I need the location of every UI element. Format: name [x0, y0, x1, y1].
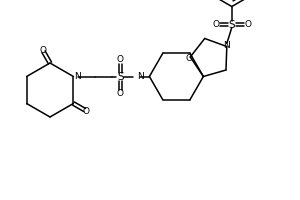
Text: S: S [117, 72, 124, 82]
Text: O: O [117, 89, 124, 98]
Text: N: N [137, 72, 144, 81]
Text: O: O [82, 107, 89, 116]
Text: N: N [74, 72, 81, 81]
Text: O: O [186, 54, 193, 63]
Text: N: N [224, 41, 230, 50]
Text: S: S [229, 20, 235, 30]
Text: O: O [117, 55, 124, 64]
Text: O: O [244, 20, 251, 29]
Text: O: O [212, 20, 219, 29]
Text: O: O [39, 46, 46, 55]
